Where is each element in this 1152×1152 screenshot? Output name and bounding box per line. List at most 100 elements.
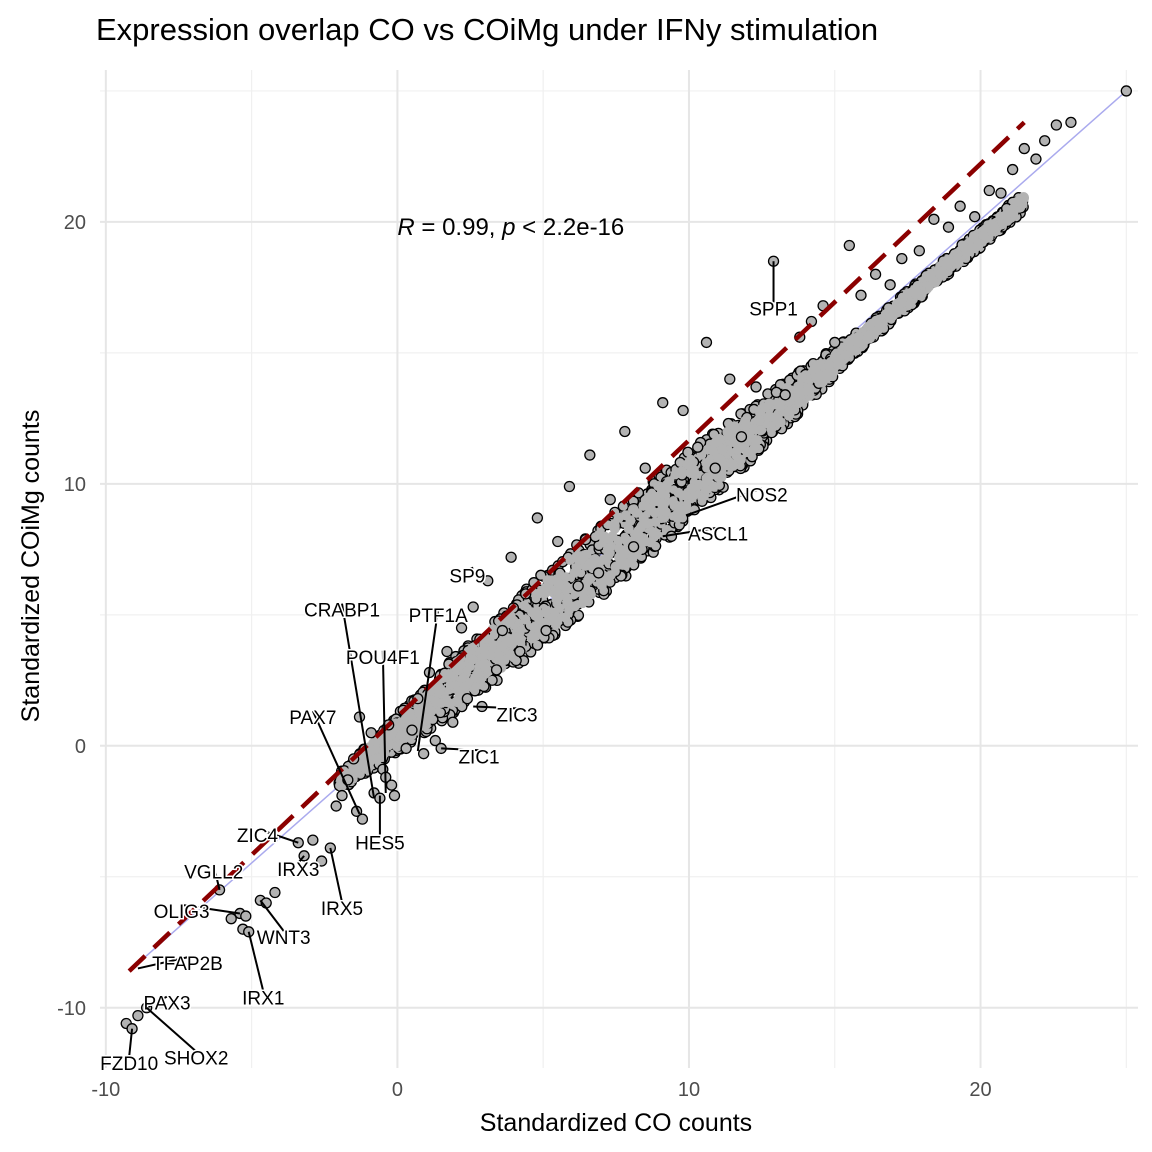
data-point [540, 582, 551, 593]
x-tick-label: 20 [969, 1079, 991, 1101]
x-tick-label: 10 [678, 1079, 700, 1101]
data-point [724, 373, 736, 385]
data-point [561, 583, 572, 594]
data-point [414, 707, 425, 718]
data-point [877, 321, 888, 332]
gene-label: VGLL2 [184, 863, 243, 884]
data-point [307, 834, 319, 846]
correlation-annotation: R = 0.99, p < 2.2e-16 [397, 214, 624, 241]
data-point [748, 424, 759, 435]
data-point [490, 664, 503, 676]
y-axis-title: Standardized COiMg counts [17, 410, 45, 723]
gene-label: PAX7 [289, 708, 336, 729]
data-point [735, 431, 748, 443]
data-point [961, 244, 972, 255]
data-point [602, 543, 613, 554]
label-leader-line [473, 705, 517, 710]
data-point [969, 211, 981, 223]
data-point [315, 855, 328, 867]
r-value: = 0.99, [415, 214, 502, 241]
data-point [850, 345, 861, 356]
regression-line [127, 120, 1026, 973]
data-point [763, 412, 774, 423]
data-point [672, 513, 683, 524]
data-point [869, 268, 882, 280]
data-point [583, 573, 594, 584]
data-point [942, 221, 955, 233]
data-point [1019, 192, 1030, 203]
data-point [709, 462, 721, 474]
data-point [811, 373, 822, 384]
data-point [461, 693, 474, 705]
data-point [336, 789, 348, 802]
data-point [562, 596, 573, 607]
data-point [1120, 85, 1132, 97]
data-point [717, 444, 728, 455]
data-point [560, 612, 571, 623]
data-point [530, 589, 541, 600]
data-point [750, 435, 761, 446]
data-point [505, 551, 517, 563]
label-leader-line [145, 1007, 197, 1053]
data-point [553, 578, 564, 589]
data-point [824, 360, 835, 371]
data-point [1030, 153, 1042, 165]
data-point [572, 580, 584, 592]
data-point [552, 595, 563, 606]
data-point [132, 1009, 144, 1022]
gene-label: FZD10 [100, 1054, 158, 1075]
data-point [434, 685, 445, 696]
label-leader-line [329, 847, 343, 903]
gene-label: SPP1 [749, 299, 798, 320]
data-point [592, 567, 605, 579]
data-point [627, 541, 640, 553]
data-point [853, 331, 864, 342]
chart-title: Expression overlap CO vs COiMg under IFN… [96, 12, 878, 47]
data-point [569, 567, 580, 578]
data-point [954, 200, 966, 212]
data-point [583, 559, 594, 570]
data-point [1000, 209, 1011, 220]
data-point [928, 213, 940, 225]
data-point [843, 239, 855, 252]
data-point [692, 441, 704, 453]
data-point [225, 913, 237, 925]
label-leader-line [297, 855, 305, 864]
data-point [499, 654, 510, 665]
data-point [388, 789, 401, 802]
data-point [1065, 116, 1077, 129]
data-point [406, 724, 418, 736]
data-point [470, 672, 481, 683]
data-point [887, 310, 898, 321]
data-point [639, 462, 651, 474]
y-tick-label: 20 [64, 212, 86, 234]
data-point [995, 187, 1007, 199]
x-tick-label: -10 [91, 1079, 120, 1101]
p-value: < 2.2e-16 [516, 214, 625, 241]
data-point [1018, 142, 1030, 155]
label-leader-line [311, 710, 361, 815]
label-leader-line [381, 650, 387, 793]
data-point [983, 184, 995, 197]
data-point [794, 397, 805, 408]
data-point [840, 350, 851, 361]
axis-ticks: -10 0 10 20 -10 0 10 20 [57, 212, 992, 1101]
gene-label: HES5 [355, 834, 405, 855]
data-point [829, 336, 841, 349]
data-point [989, 222, 1000, 233]
data-point [330, 800, 342, 812]
data-point [430, 696, 441, 707]
gene-label: PTF1A [409, 606, 468, 627]
x-axis-title: Standardized CO counts [480, 1109, 752, 1137]
label-leader-line [146, 995, 168, 1009]
data-point [540, 624, 552, 637]
data-point [952, 254, 963, 265]
data-point [541, 605, 552, 616]
data-point [459, 681, 470, 692]
data-point [628, 504, 639, 515]
data-point [1006, 163, 1019, 176]
data-point [916, 288, 927, 299]
data-point [630, 529, 641, 540]
data-point [864, 320, 875, 331]
gene-label: ZIC4 [237, 826, 279, 847]
